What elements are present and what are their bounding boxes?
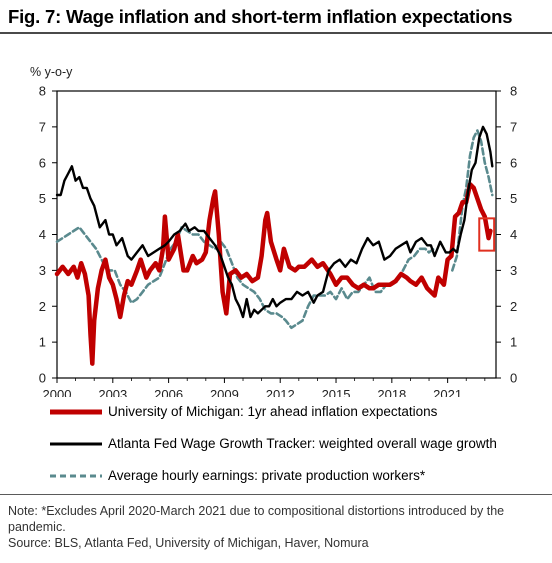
- y2-tick-label: 2: [510, 299, 517, 314]
- y-tick-label: 2: [39, 299, 46, 314]
- title-divider: [0, 32, 552, 34]
- footnote: Note: *Excludes April 2020-March 2021 du…: [8, 504, 505, 534]
- source-line: Source: BLS, Atlanta Fed, University of …: [8, 536, 369, 550]
- y-tick-label: 6: [39, 155, 46, 170]
- plot-frame: [56, 90, 497, 379]
- y-axis-unit-label: % y-o-y: [30, 65, 73, 79]
- notes-block: Note: *Excludes April 2020-March 2021 du…: [8, 503, 548, 551]
- x-tick-label: 2000: [43, 387, 72, 397]
- y2-tick-label: 1: [510, 335, 517, 350]
- legend-swatch-atlanta: [50, 442, 102, 446]
- y-tick-label: 8: [39, 84, 46, 99]
- legend-swatch-umich: [50, 409, 102, 415]
- x-tick-label: 2003: [98, 387, 127, 397]
- y2-tick-label: 6: [510, 155, 517, 170]
- x-tick-label: 2012: [266, 387, 295, 397]
- x-tick-label: 2021: [433, 387, 462, 397]
- x-tick-label: 2015: [322, 387, 351, 397]
- chart-title: Fig. 7: Wage inflation and short-term in…: [8, 6, 513, 27]
- y2-tick-label: 4: [510, 227, 517, 242]
- y2-tick-label: 7: [510, 119, 517, 134]
- y2-tick-label: 8: [510, 84, 517, 99]
- highlight-box: [478, 217, 496, 252]
- y-tick-label: 7: [39, 119, 46, 134]
- legend-label-ahe: Average hourly earnings: private product…: [108, 468, 426, 483]
- umich-series-line: [54, 182, 493, 366]
- notes-divider: [0, 494, 552, 495]
- y-tick-label: 0: [39, 371, 46, 386]
- x-tick-label: 2006: [154, 387, 183, 397]
- x-tick-label: 2018: [377, 387, 406, 397]
- y-tick-label: 4: [39, 227, 46, 242]
- legend-label-atlanta: Atlanta Fed Wage Growth Tracker: weighte…: [108, 436, 497, 451]
- atlanta-fed-series-line: [55, 125, 494, 319]
- y2-tick-label: 0: [510, 371, 517, 386]
- y-tick-label: 1: [39, 335, 46, 350]
- x-tick-label: 2009: [210, 387, 239, 397]
- y-tick-label: 3: [39, 263, 46, 278]
- line-chart: % y-o-y 0 1 2 3 4 5 6 7 8 0 1 2 3 4 5 6 7 8 2000 2003 2006 200…: [30, 65, 517, 397]
- y2-tick-label: 5: [510, 191, 517, 206]
- legend-swatch-ahe: [50, 474, 102, 478]
- legend-label-umich: University of Michigan: 1yr ahead inflat…: [108, 404, 438, 419]
- y2-tick-label: 3: [510, 263, 517, 278]
- y-tick-label: 5: [39, 191, 46, 206]
